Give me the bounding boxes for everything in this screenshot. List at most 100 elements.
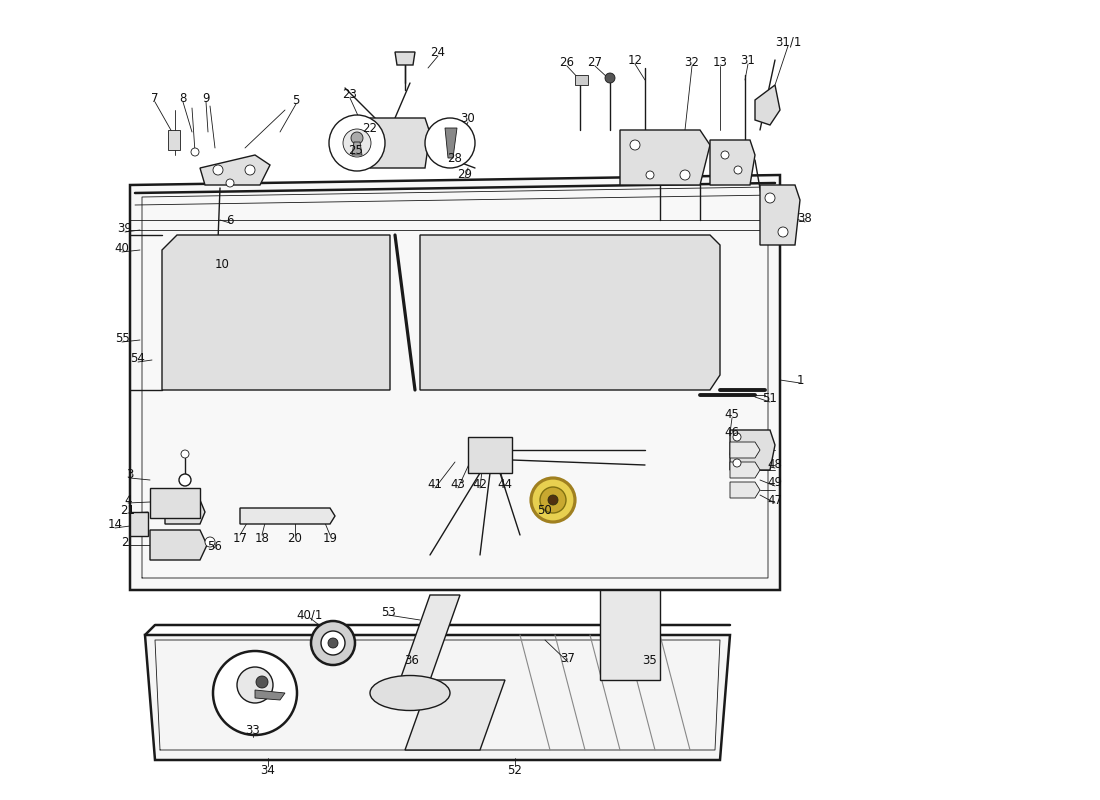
Polygon shape [730, 442, 760, 458]
Text: 29: 29 [458, 169, 473, 182]
Text: 55: 55 [114, 331, 130, 345]
Polygon shape [730, 430, 776, 470]
Circle shape [321, 631, 345, 655]
Circle shape [540, 487, 566, 513]
Polygon shape [370, 118, 430, 168]
Text: 10: 10 [214, 258, 230, 271]
Text: 13: 13 [713, 55, 727, 69]
Text: 22: 22 [363, 122, 377, 134]
Text: a passion for parts since 1985: a passion for parts since 1985 [352, 490, 689, 510]
Circle shape [734, 166, 742, 174]
Circle shape [605, 73, 615, 83]
Text: 45: 45 [725, 409, 739, 422]
Polygon shape [255, 690, 285, 700]
Text: 43: 43 [451, 478, 465, 491]
Circle shape [351, 132, 363, 144]
Text: 4: 4 [124, 494, 132, 506]
Circle shape [531, 478, 575, 522]
Polygon shape [130, 175, 780, 590]
Circle shape [646, 171, 654, 179]
Text: 41: 41 [428, 478, 442, 491]
Circle shape [205, 537, 214, 547]
Polygon shape [168, 130, 180, 150]
Circle shape [343, 129, 371, 157]
Text: 26: 26 [560, 55, 574, 69]
Polygon shape [755, 85, 780, 125]
Circle shape [179, 474, 191, 486]
Text: 33: 33 [245, 723, 261, 737]
Text: 31/1: 31/1 [774, 35, 801, 49]
Text: 3: 3 [126, 469, 134, 482]
Polygon shape [145, 635, 730, 760]
Text: 49: 49 [768, 477, 782, 490]
Text: 40: 40 [114, 242, 130, 254]
Text: 8: 8 [179, 91, 187, 105]
Text: 1: 1 [796, 374, 804, 386]
Text: 24: 24 [430, 46, 446, 58]
Text: 40/1: 40/1 [297, 609, 323, 622]
Text: 12: 12 [627, 54, 642, 66]
Text: 7: 7 [152, 91, 158, 105]
Text: 52: 52 [507, 763, 522, 777]
Polygon shape [760, 185, 800, 245]
Text: 51: 51 [762, 391, 778, 405]
Text: 38: 38 [798, 211, 813, 225]
Circle shape [425, 118, 475, 168]
Text: 6: 6 [227, 214, 233, 226]
Circle shape [245, 165, 255, 175]
Text: 42: 42 [473, 478, 487, 491]
Polygon shape [730, 462, 760, 478]
Text: 32: 32 [684, 55, 700, 69]
Circle shape [733, 433, 741, 441]
Text: 53: 53 [381, 606, 395, 618]
Circle shape [213, 651, 297, 735]
Text: 2: 2 [121, 535, 129, 549]
Polygon shape [165, 500, 205, 524]
Text: 20: 20 [287, 531, 303, 545]
Circle shape [764, 193, 776, 203]
Circle shape [226, 179, 234, 187]
Circle shape [213, 165, 223, 175]
Text: 46: 46 [725, 426, 739, 438]
Text: 23: 23 [342, 89, 358, 102]
Text: 27: 27 [587, 55, 603, 69]
Text: eurospares: eurospares [135, 361, 645, 439]
Text: 18: 18 [254, 531, 270, 545]
Polygon shape [150, 488, 200, 518]
Circle shape [720, 151, 729, 159]
Ellipse shape [370, 675, 450, 710]
Text: 50: 50 [538, 503, 552, 517]
Text: 17: 17 [232, 531, 248, 545]
Text: 56: 56 [208, 539, 222, 553]
Polygon shape [620, 130, 710, 185]
Text: 9: 9 [202, 91, 210, 105]
Circle shape [256, 676, 268, 688]
Text: 25: 25 [349, 143, 363, 157]
Circle shape [311, 621, 355, 665]
Text: 48: 48 [768, 458, 782, 471]
Text: 31: 31 [740, 54, 756, 66]
Polygon shape [130, 512, 148, 536]
Text: 30: 30 [461, 111, 475, 125]
Circle shape [548, 495, 558, 505]
Circle shape [680, 170, 690, 180]
Circle shape [329, 115, 385, 171]
Text: 35: 35 [642, 654, 658, 666]
Polygon shape [730, 482, 760, 498]
Text: 44: 44 [497, 478, 513, 491]
Text: 21: 21 [121, 503, 135, 517]
Circle shape [191, 148, 199, 156]
Polygon shape [400, 595, 460, 680]
Text: 14: 14 [108, 518, 122, 531]
Text: 28: 28 [448, 151, 462, 165]
Circle shape [182, 450, 189, 458]
Text: 34: 34 [261, 763, 275, 777]
Polygon shape [405, 680, 505, 750]
Polygon shape [710, 140, 755, 185]
Polygon shape [446, 128, 456, 158]
Polygon shape [420, 235, 720, 390]
Text: 39: 39 [118, 222, 132, 234]
Circle shape [328, 638, 338, 648]
Polygon shape [575, 75, 589, 85]
Polygon shape [395, 52, 415, 65]
